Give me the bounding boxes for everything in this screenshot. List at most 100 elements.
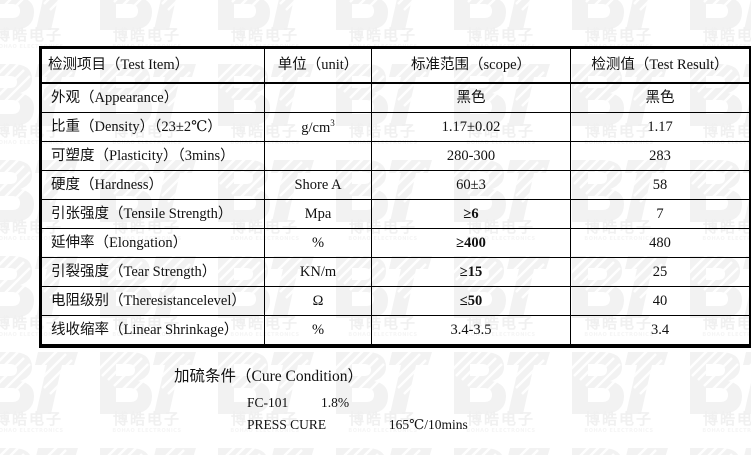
watermark-logo-icon <box>0 0 62 30</box>
table-body: 检测项目（Test Item） 单位（unit） 标准范围（scope） 检测值… <box>41 48 750 346</box>
specification-table: 检测项目（Test Item） 单位（unit） 标准范围（scope） 检测值… <box>39 46 751 348</box>
watermark-logo-icon <box>0 446 78 455</box>
watermark-logo-icon <box>567 350 669 414</box>
cell-scope: 黑色 <box>371 82 571 113</box>
cell-result: 480 <box>570 228 750 258</box>
table-header-row: 检测项目（Test Item） 单位（unit） 标准范围（scope） 检测值… <box>41 48 750 84</box>
watermark-logo-icon <box>336 0 416 30</box>
watermark-brand-cn: 博皓电子 <box>584 26 653 44</box>
watermark-logo-icon <box>572 446 668 455</box>
cell-result: 黑色 <box>570 82 750 113</box>
watermark-logo-icon <box>100 446 196 455</box>
cell-unit <box>264 82 372 113</box>
cell-unit: Shore A <box>264 170 372 200</box>
watermark-brand-cn: 博皓电子 <box>348 26 417 44</box>
cell-scope: 1.17±0.02 <box>371 112 571 142</box>
watermark-logo-icon <box>449 350 551 414</box>
cell-item: 线收缩率（Linear Shrinkage） <box>41 315 265 346</box>
cell-scope: ≤50 <box>371 286 571 316</box>
cell-unit: Mpa <box>264 199 372 229</box>
cell-result: 25 <box>570 257 750 287</box>
cell-item: 引裂强度（Tear Strength） <box>41 257 265 287</box>
cure-process-name: PRESS CURE <box>247 417 327 432</box>
cell-result: 3.4 <box>570 315 750 346</box>
cell-item: 可塑度（Plasticity）（3mins） <box>41 141 265 171</box>
watermark-logo-icon <box>218 446 314 455</box>
cell-unit: % <box>264 228 372 258</box>
header-scope: 标准范围（scope） <box>371 48 571 84</box>
watermark-logo-icon <box>572 0 652 30</box>
cell-result: 58 <box>570 170 750 200</box>
watermark-logo-icon <box>454 446 550 455</box>
table-row: 电阻级别（Theresistancelevel） Ω ≤50 40 <box>41 286 750 316</box>
cell-result: 1.17 <box>570 112 750 142</box>
cure-agent-value: 1.8% <box>321 395 350 410</box>
watermark-logo-icon <box>0 350 79 414</box>
watermark-brand-cn: 博皓电子 <box>466 26 535 44</box>
watermark-brand-en: BOHAO ELECTRONICS <box>0 428 64 434</box>
cure-condition-title: 加硫条件（Cure Condition） <box>174 368 364 385</box>
watermark-logo-icon <box>218 0 298 30</box>
cell-item: 比重（Density）（23±2℃） <box>41 112 265 142</box>
cell-item: 硬度（Hardness） <box>41 170 265 200</box>
cell-item: 电阻级别（Theresistancelevel） <box>41 286 265 316</box>
cell-scope: 280-300 <box>371 141 571 171</box>
watermark-brand-en: BOHAO ELECTRONICS <box>702 428 751 434</box>
cure-process-value: 165℃/10mins <box>388 417 468 432</box>
watermark-brand-cn: 博皓电子 <box>0 410 63 428</box>
cell-result: 7 <box>570 199 750 229</box>
cure-process-line: PRESS CURE 165℃/10mins <box>247 417 468 433</box>
cell-scope: ≥15 <box>371 257 571 287</box>
cell-item: 外观（Appearance） <box>41 82 265 113</box>
watermark-brand-cn: 博皓电子 <box>0 26 63 44</box>
table-row: 引裂强度（Tear Strength） KN/m ≥15 25 <box>41 257 750 287</box>
table-row: 引张强度（Tensile Strength） Mpa ≥6 7 <box>41 199 750 229</box>
table-row: 外观（Appearance） 黑色 黑色 <box>41 82 750 113</box>
cure-agent-name: FC-101 <box>247 395 289 410</box>
watermark-brand-cn: 博皓电子 <box>112 26 181 44</box>
watermark-logo-icon <box>336 446 432 455</box>
header-unit: 单位（unit） <box>264 48 372 84</box>
watermark-logo-icon <box>690 446 751 455</box>
watermark-brand-cn: 博皓电子 <box>230 26 299 44</box>
cure-agent-line: FC-101 1.8% <box>247 395 349 411</box>
table-row: 比重（Density）（23±2℃） g/cm3 1.17±0.02 1.17 <box>41 112 750 142</box>
cell-scope: 60±3 <box>371 170 571 200</box>
watermark-logo-icon <box>454 0 534 30</box>
table-row: 可塑度（Plasticity）（3mins） 280-300 283 <box>41 141 750 171</box>
cell-result: 283 <box>570 141 750 171</box>
cell-result: 40 <box>570 286 750 316</box>
watermark-brand-en: BOHAO ELECTRONICS <box>584 428 654 434</box>
table-row: 硬度（Hardness） Shore A 60±3 58 <box>41 170 750 200</box>
cell-unit: KN/m <box>264 257 372 287</box>
cell-unit: Ω <box>264 286 372 316</box>
watermark-brand-cn: 博皓电子 <box>702 26 751 44</box>
cell-unit: % <box>264 315 372 346</box>
cell-item: 延伸率（Elongation） <box>41 228 265 258</box>
watermark-brand-cn: 博皓电子 <box>702 410 751 428</box>
table-row: 线收缩率（Linear Shrinkage） % 3.4-3.5 3.4 <box>41 315 750 346</box>
header-test-result: 检测值（Test Result） <box>570 48 750 84</box>
cell-scope: ≥6 <box>371 199 571 229</box>
watermark-brand-cn: 博皓电子 <box>112 410 181 428</box>
cell-scope: 3.4-3.5 <box>371 315 571 346</box>
cell-scope: ≥400 <box>371 228 571 258</box>
watermark-logo-icon <box>100 0 180 30</box>
cell-item: 引张强度（Tensile Strength） <box>41 199 265 229</box>
watermark-logo-icon <box>690 0 751 30</box>
table-row: 延伸率（Elongation） % ≥400 480 <box>41 228 750 258</box>
header-test-item: 检测项目（Test Item） <box>41 48 265 84</box>
cell-unit <box>264 141 372 171</box>
watermark-brand-en: BOHAO ELECTRONICS <box>112 428 182 434</box>
watermark-logo-icon <box>685 350 751 414</box>
unit-exponent: 3 <box>330 117 335 128</box>
